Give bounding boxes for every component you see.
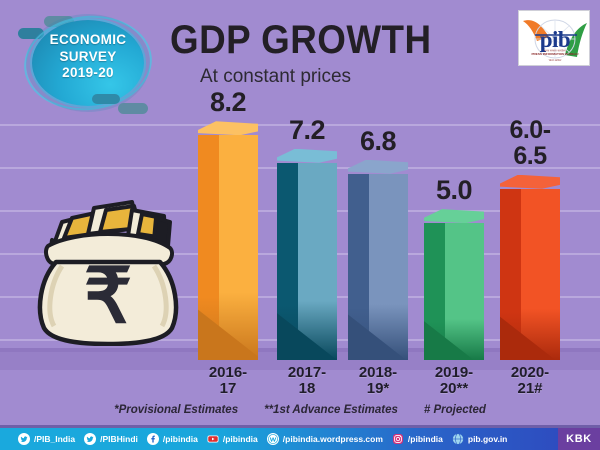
category-line-1: 2017- (287, 364, 327, 381)
page-subtitle: At constant prices (200, 66, 352, 87)
twitter-icon (18, 433, 30, 445)
social-link-5[interactable]: /pibindia (392, 433, 443, 445)
bar-foot-shade (348, 304, 408, 361)
social-handle: /pibindia (407, 434, 443, 444)
social-handle: /pibindia (222, 434, 258, 444)
social-handle: /pibindia.wordpress.com (282, 434, 383, 444)
bar-top-face (277, 148, 337, 163)
bar-top-face (500, 174, 560, 189)
category-line-1: 2019- (434, 364, 474, 381)
social-link-4[interactable]: /pibindia.wordpress.com (266, 433, 383, 445)
svg-text:भारत सरकार कार्यालय: भारत सरकार कार्यालय (544, 48, 566, 52)
bar-category-label: 2019- 20** (410, 365, 498, 397)
bar-value-label: 5.0 (435, 175, 473, 206)
page-title: GDP GROWTH (170, 18, 432, 62)
social-links: /PIB_India/PIBHindi/pibindia/pibindia/pi… (18, 433, 516, 445)
bar-foot-shade (500, 308, 560, 361)
bar-foot-shade (277, 301, 337, 361)
facebook-icon (146, 433, 159, 445)
badge-chip-tl2 (18, 28, 44, 39)
social-handle: /PIB_India (34, 434, 76, 444)
bar-2017-18 (277, 148, 337, 361)
badge-ellipse (32, 20, 144, 106)
footnote-provisional: *Provisional Estimates (114, 404, 239, 416)
footer-divider (0, 425, 600, 428)
bar-category-label: 2018- 19* (334, 365, 422, 397)
social-link-2[interactable]: /pibindia (146, 433, 198, 445)
svg-text:₹: ₹ (84, 254, 132, 339)
svg-text:pib: pib (540, 27, 570, 52)
bar-value-label: 6.0- 6.5 (478, 117, 582, 169)
category-line-2: 17 (219, 380, 237, 397)
category-line-1: 2020- (510, 364, 550, 381)
category-line-1: 2016- (208, 364, 248, 381)
bar-foot-shade (198, 292, 258, 361)
category-line-1: 2018- (358, 364, 398, 381)
social-link-1[interactable]: /PIBHindi (84, 433, 138, 445)
bar-top-face (348, 159, 408, 174)
kbk-credit-badge: KBK (558, 428, 600, 450)
social-handle: /PIBHindi (100, 434, 138, 444)
social-handle: pib.gov.in (467, 434, 508, 444)
bar-top-face (198, 121, 258, 136)
economic-survey-badge: ECONOMIC SURVEY 2019-20 (18, 9, 158, 117)
social-link-6[interactable]: pib.gov.in (452, 433, 508, 445)
bar-2020-21 (500, 174, 560, 361)
money-bag-graphic: ₹ (37, 200, 179, 347)
pib-logo: pib PRESS INFORMATION BUREAU भारत सरकार … (518, 10, 590, 66)
chart-footnotes: *Provisional Estimates **1st Advance Est… (0, 404, 600, 416)
social-link-3[interactable]: /pibindia (207, 433, 258, 445)
bar-category-label: 2017- 18 (263, 365, 351, 397)
category-line-2: 21# (517, 380, 543, 397)
bar-category-label: 2020- 21# (486, 365, 574, 397)
badge-line-1: ECONOMIC (49, 32, 127, 47)
bar-value-label: 7.2 (288, 114, 326, 145)
badge-chip-br2 (118, 103, 148, 114)
footnote-projected: # Projected (423, 404, 486, 416)
instagram-icon (392, 433, 404, 445)
social-footer: /PIB_India/PIBHindi/pibindia/pibindia/pi… (0, 428, 600, 450)
social-handle: /pibindia (162, 434, 198, 444)
bar-top-face (424, 209, 484, 224)
globe-icon (452, 433, 464, 445)
bar-category-label: 2016- 17 (184, 365, 272, 397)
bar-2018-19 (348, 159, 408, 361)
badge-line-2: SURVEY (59, 48, 117, 64)
bar-value-label: 6.8 (359, 125, 397, 156)
bar-value-line-1: 6.0- (509, 115, 551, 144)
category-line-2: 20** (439, 380, 469, 397)
gridline-0 (0, 124, 600, 126)
svg-text:भारत सरकार: भारत सरकार (549, 59, 563, 62)
bar-2019-20 (424, 209, 484, 361)
bar-value-label: 8.2 (209, 87, 247, 118)
bar-value-line-2: 6.5 (513, 141, 547, 170)
pib-logo-graphic: pib PRESS INFORMATION BUREAU भारत सरकार … (519, 11, 589, 65)
bar-2016-17 (198, 121, 258, 361)
twitter-icon (84, 433, 97, 445)
wordpress-icon (266, 433, 279, 445)
badge-chip-br (92, 94, 120, 104)
badge-line-3: 2019-20 (62, 65, 114, 80)
category-line-2: 18 (298, 380, 316, 397)
footnote-advance: **1st Advance Estimates (264, 404, 398, 416)
social-link-0[interactable]: /PIB_India (18, 433, 75, 445)
bar-foot-shade (424, 319, 484, 361)
badge-text: ECONOMIC SURVEY 2019-20 (32, 32, 144, 82)
youtube-icon (207, 433, 219, 445)
badge-chip-tl (44, 16, 74, 27)
svg-text:PRESS INFORMATION BUREAU: PRESS INFORMATION BUREAU (531, 52, 579, 56)
money-bag-illustration: ₹ (28, 188, 188, 347)
category-line-2: 19* (366, 380, 390, 397)
